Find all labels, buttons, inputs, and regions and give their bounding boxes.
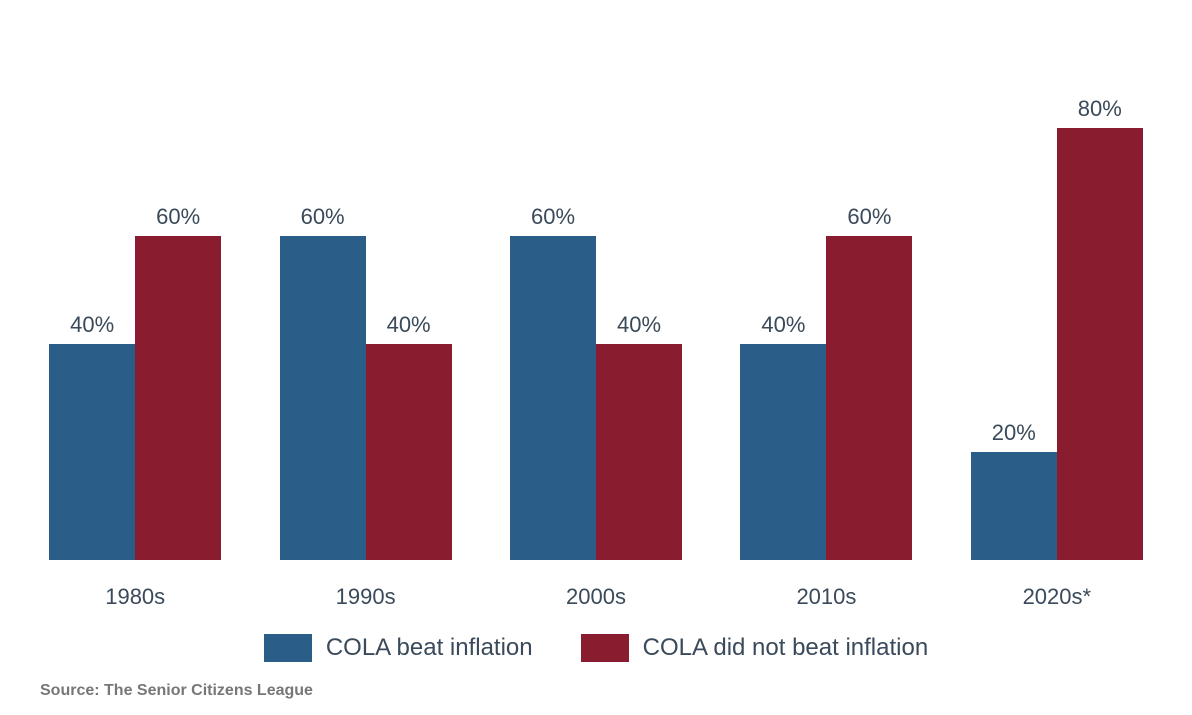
- bar-not_beat: [1057, 128, 1143, 560]
- bar-value-label: 40%: [387, 312, 431, 338]
- legend-swatch: [581, 634, 629, 662]
- bar-value-label: 60%: [301, 204, 345, 230]
- legend: COLA beat inflation COLA did not beat inf…: [40, 634, 1152, 662]
- x-axis-label: 2010s: [731, 584, 921, 610]
- bar-column: 80%: [1057, 20, 1143, 560]
- bar-column: 60%: [826, 20, 912, 560]
- bar-not_beat: [135, 236, 221, 560]
- bar-column: 60%: [510, 20, 596, 560]
- bar-value-label: 40%: [761, 312, 805, 338]
- bar-value-label: 40%: [617, 312, 661, 338]
- bar-group: 40% 60%: [731, 20, 921, 560]
- legend-item: COLA beat inflation: [264, 634, 533, 662]
- bar-value-label: 60%: [531, 204, 575, 230]
- bar-beat: [49, 344, 135, 560]
- bar-column: 20%: [971, 20, 1057, 560]
- bar-column: 40%: [49, 20, 135, 560]
- legend-swatch: [264, 634, 312, 662]
- bar-beat: [971, 452, 1057, 560]
- cola-inflation-chart: 40% 60% 60% 40% 60% 40% 40% 60% 20% 80% 1980s 1990…: [0, 0, 1192, 715]
- x-axis-label: 2020s*: [962, 584, 1152, 610]
- bar-group: 60% 40%: [501, 20, 691, 560]
- x-axis: 1980s 1990s 2000s 2010s 2020s*: [40, 584, 1152, 610]
- x-axis-label: 1990s: [270, 584, 460, 610]
- bar-value-label: 20%: [992, 420, 1036, 446]
- bar-column: 40%: [366, 20, 452, 560]
- bar-not_beat: [826, 236, 912, 560]
- bar-value-label: 60%: [847, 204, 891, 230]
- bar-value-label: 60%: [156, 204, 200, 230]
- plot-area: 40% 60% 60% 40% 60% 40% 40% 60% 20% 80%: [40, 20, 1152, 560]
- bar-column: 40%: [740, 20, 826, 560]
- bar-beat: [510, 236, 596, 560]
- legend-label: COLA beat inflation: [326, 634, 533, 662]
- bar-value-label: 40%: [70, 312, 114, 338]
- x-axis-label: 1980s: [40, 584, 230, 610]
- bar-beat: [280, 236, 366, 560]
- legend-item: COLA did not beat inflation: [581, 634, 929, 662]
- bar-group: 20% 80%: [962, 20, 1152, 560]
- bar-group: 60% 40%: [270, 20, 460, 560]
- bar-group: 40% 60%: [40, 20, 230, 560]
- bar-not_beat: [366, 344, 452, 560]
- source-attribution: Source: The Senior Citizens League: [40, 682, 1152, 700]
- bar-not_beat: [596, 344, 682, 560]
- bar-column: 40%: [596, 20, 682, 560]
- bar-beat: [740, 344, 826, 560]
- bar-value-label: 80%: [1078, 96, 1122, 122]
- bar-column: 60%: [280, 20, 366, 560]
- legend-label: COLA did not beat inflation: [643, 634, 929, 662]
- x-axis-label: 2000s: [501, 584, 691, 610]
- bar-column: 60%: [135, 20, 221, 560]
